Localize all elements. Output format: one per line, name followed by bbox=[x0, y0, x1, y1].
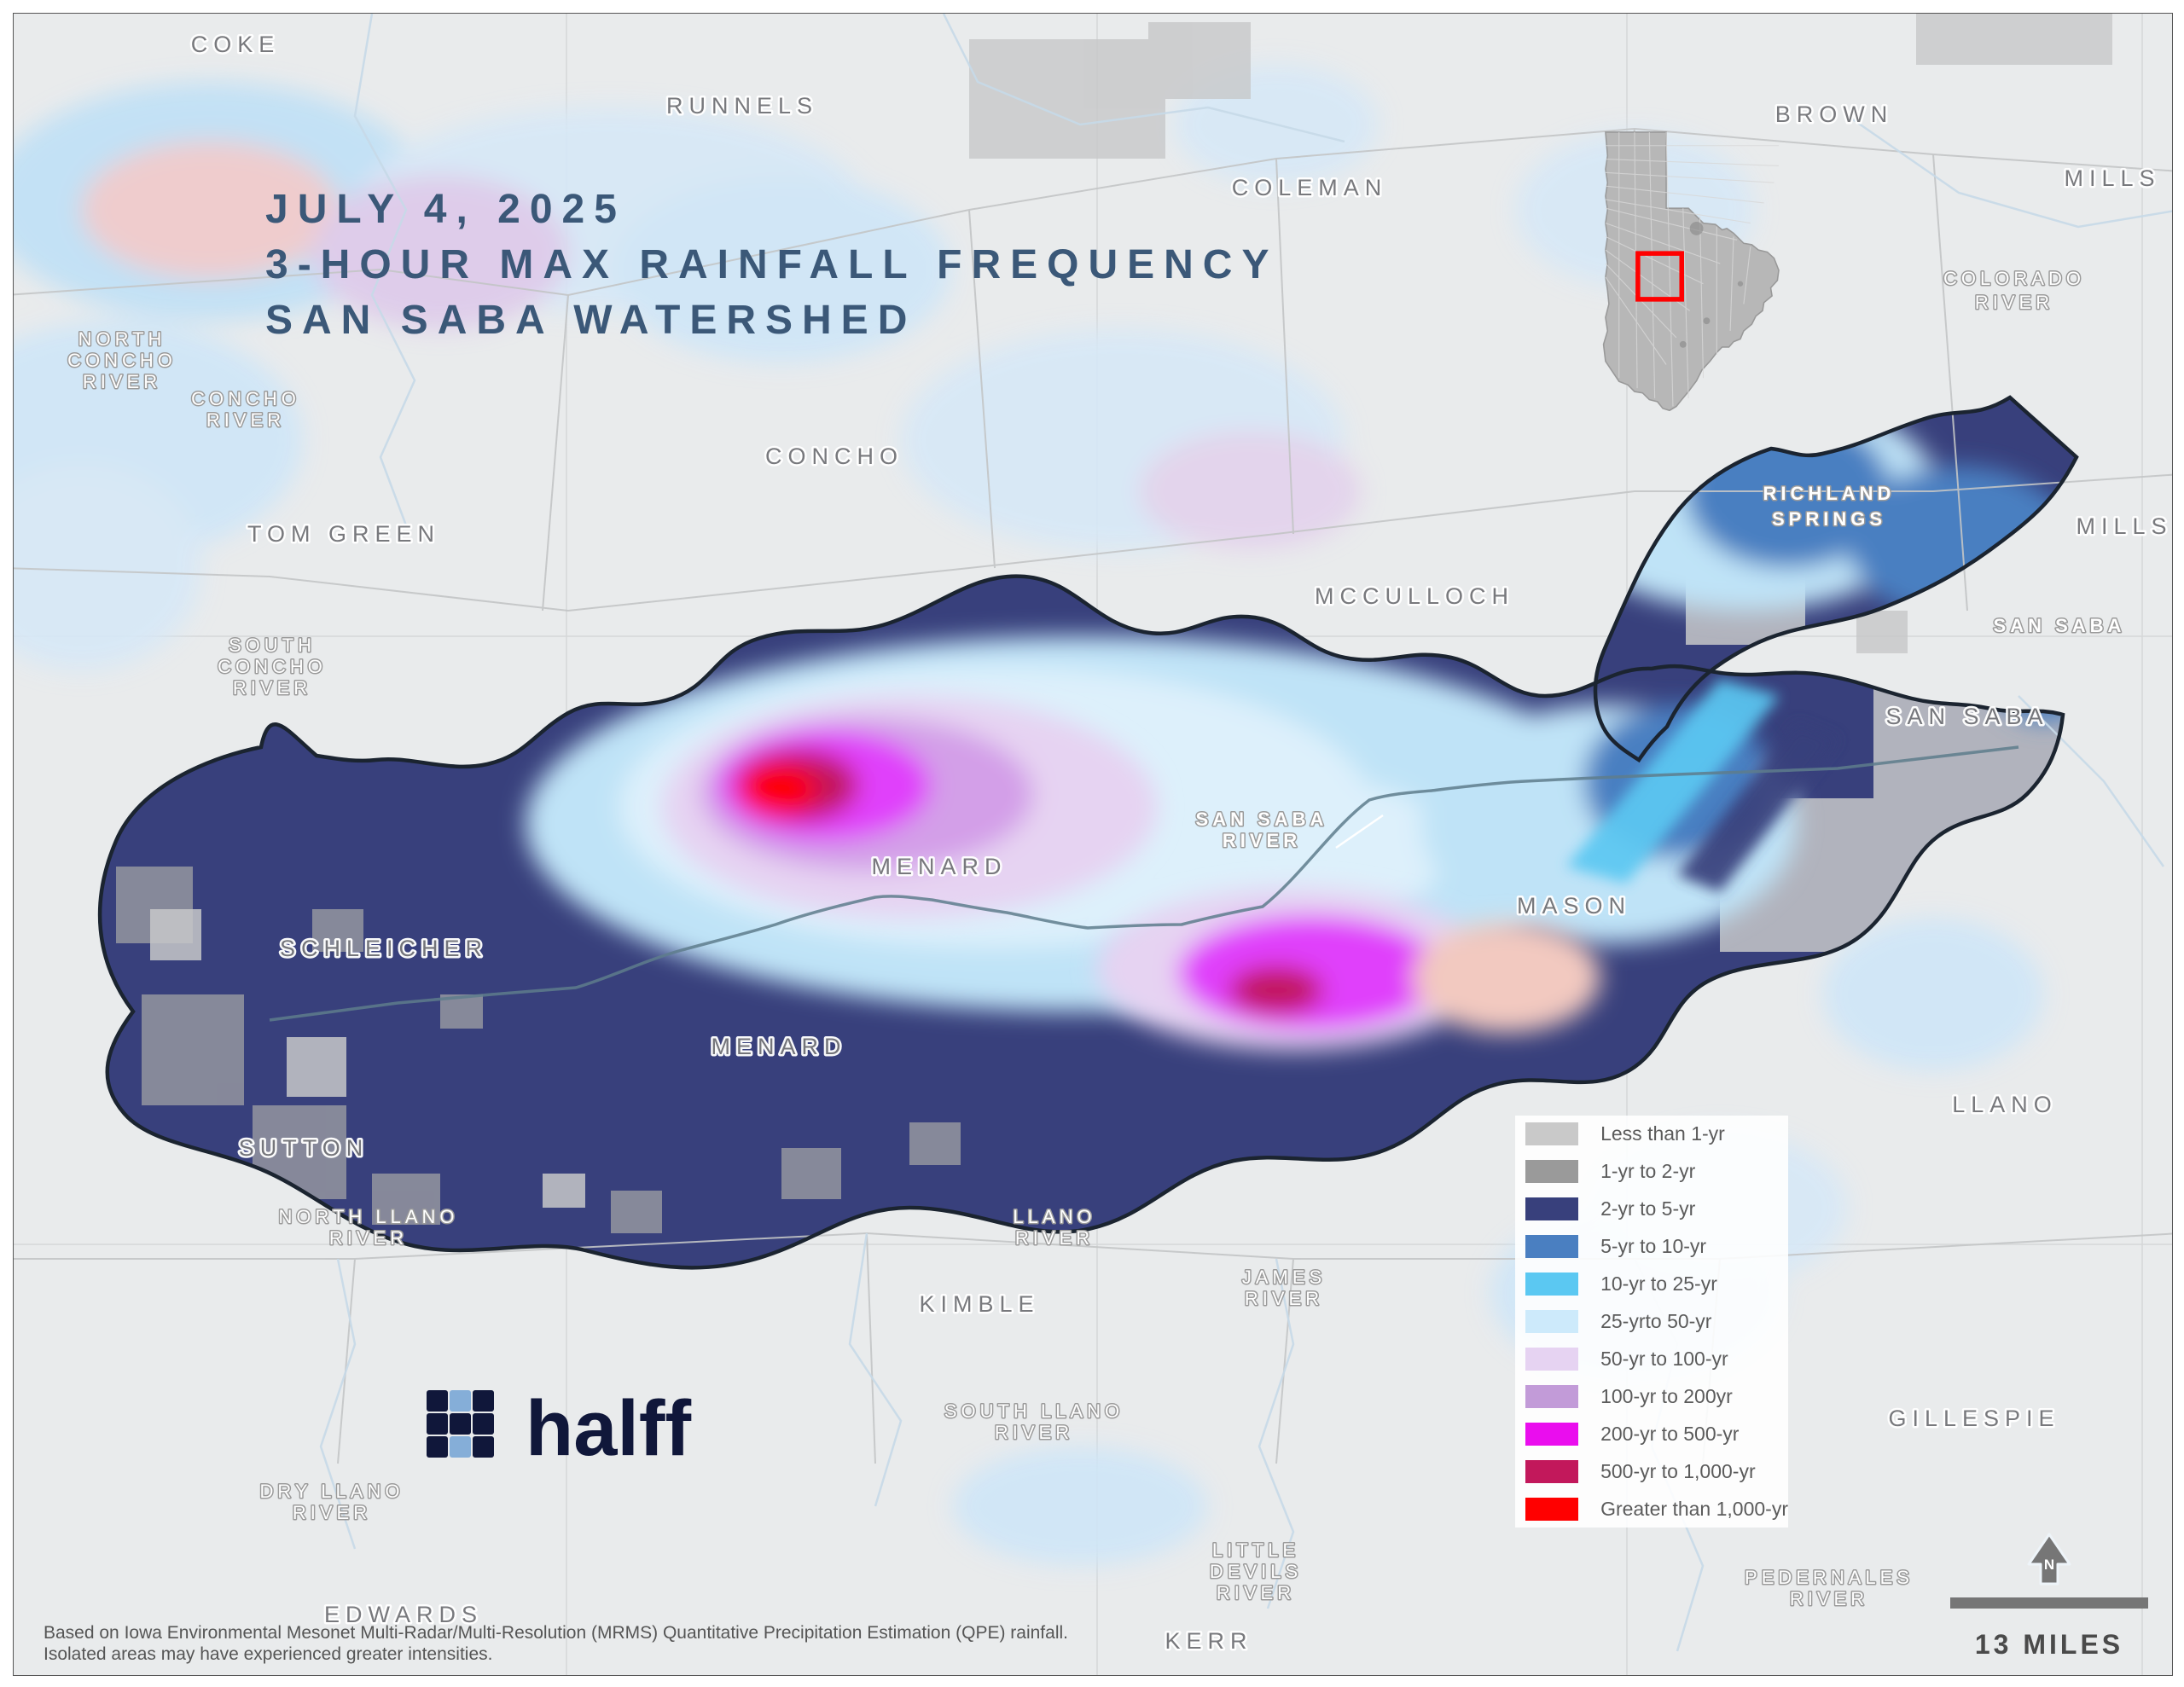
svg-text:N: N bbox=[2044, 1557, 2054, 1573]
svg-text:MASON: MASON bbox=[1517, 893, 1631, 919]
svg-text:RICHLAND: RICHLAND bbox=[1763, 483, 1896, 504]
svg-text:RIVER: RIVER bbox=[1217, 1582, 1295, 1603]
svg-text:RIVER: RIVER bbox=[83, 371, 161, 392]
svg-text:PEDERNALES: PEDERNALES bbox=[1745, 1567, 1914, 1588]
svg-text:LITTLE: LITTLE bbox=[1212, 1539, 1299, 1561]
svg-text:MENARD: MENARD bbox=[711, 1034, 846, 1059]
svg-text:Based on Iowa Environmental Me: Based on Iowa Environmental Mesonet Mult… bbox=[44, 1623, 1068, 1643]
svg-text:EDWARDS: EDWARDS bbox=[324, 1602, 483, 1627]
svg-text:RIVER: RIVER bbox=[1015, 1227, 1094, 1249]
svg-text:MCCULLOCH: MCCULLOCH bbox=[1315, 583, 1514, 609]
svg-text:KIMBLE: KIMBLE bbox=[919, 1291, 1039, 1317]
svg-text:GILLESPIE: GILLESPIE bbox=[1888, 1406, 2059, 1431]
svg-text:DEVILS: DEVILS bbox=[1210, 1561, 1302, 1582]
svg-text:LLANO: LLANO bbox=[1952, 1092, 2058, 1117]
svg-text:Isolated areas may have experi: Isolated areas may have experienced grea… bbox=[44, 1644, 492, 1664]
svg-text:RIVER: RIVER bbox=[1245, 1288, 1323, 1309]
svg-text:SAN SABA: SAN SABA bbox=[1994, 615, 2126, 636]
svg-text:MILLS: MILLS bbox=[2076, 513, 2172, 539]
svg-text:JAMES: JAMES bbox=[1242, 1267, 1326, 1288]
svg-text:BROWN: BROWN bbox=[1775, 101, 1894, 127]
svg-text:RIVER: RIVER bbox=[206, 409, 285, 431]
svg-text:COLORADO: COLORADO bbox=[1943, 268, 2085, 289]
svg-text:COLEMAN: COLEMAN bbox=[1232, 175, 1388, 200]
svg-text:RIVER: RIVER bbox=[995, 1422, 1073, 1443]
svg-text:SAN SABA: SAN SABA bbox=[1196, 809, 1328, 830]
svg-text:CONCHO: CONCHO bbox=[191, 388, 300, 409]
svg-text:RIVER: RIVER bbox=[1223, 830, 1301, 851]
svg-text:halff: halff bbox=[526, 1385, 692, 1472]
svg-text:JULY 4, 2025: JULY 4, 2025 bbox=[265, 187, 626, 232]
svg-text:MILLS: MILLS bbox=[2064, 165, 2160, 191]
svg-text:RIVER: RIVER bbox=[329, 1227, 408, 1249]
svg-text:SCHLEICHER: SCHLEICHER bbox=[280, 936, 488, 961]
svg-text:CONCHO: CONCHO bbox=[765, 443, 903, 469]
svg-text:KERR: KERR bbox=[1165, 1628, 1252, 1654]
svg-text:SOUTH: SOUTH bbox=[229, 635, 316, 656]
svg-text:COKE: COKE bbox=[191, 32, 281, 57]
svg-text:LLANO: LLANO bbox=[1013, 1206, 1095, 1227]
svg-text:SAN SABA WATERSHED: SAN SABA WATERSHED bbox=[265, 298, 916, 343]
svg-text:RIVER: RIVER bbox=[233, 677, 311, 699]
svg-text:3-HOUR MAX RAINFALL FREQUENCY: 3-HOUR MAX RAINFALL FREQUENCY bbox=[265, 242, 1278, 287]
svg-text:SUTTON: SUTTON bbox=[239, 1135, 369, 1161]
svg-text:SPRINGS: SPRINGS bbox=[1772, 508, 1886, 530]
svg-text:MENARD: MENARD bbox=[871, 854, 1007, 879]
svg-text:RIVER: RIVER bbox=[293, 1502, 371, 1523]
svg-text:DRY LLANO: DRY LLANO bbox=[260, 1481, 404, 1502]
svg-text:SAN SABA: SAN SABA bbox=[1885, 704, 2048, 729]
svg-text:CONCHO: CONCHO bbox=[218, 656, 327, 677]
svg-text:NORTH LLANO: NORTH LLANO bbox=[278, 1206, 458, 1227]
svg-text:RIVER: RIVER bbox=[1975, 292, 2053, 313]
svg-text:SOUTH LLANO: SOUTH LLANO bbox=[944, 1400, 1124, 1422]
svg-text:NORTH: NORTH bbox=[78, 328, 166, 350]
svg-text:RIVER: RIVER bbox=[1790, 1588, 1868, 1609]
svg-text:13 MILES: 13 MILES bbox=[1975, 1629, 2123, 1660]
svg-text:CONCHO: CONCHO bbox=[67, 350, 177, 371]
svg-text:RUNNELS: RUNNELS bbox=[666, 93, 818, 119]
svg-text:TOM GREEN: TOM GREEN bbox=[247, 521, 440, 547]
